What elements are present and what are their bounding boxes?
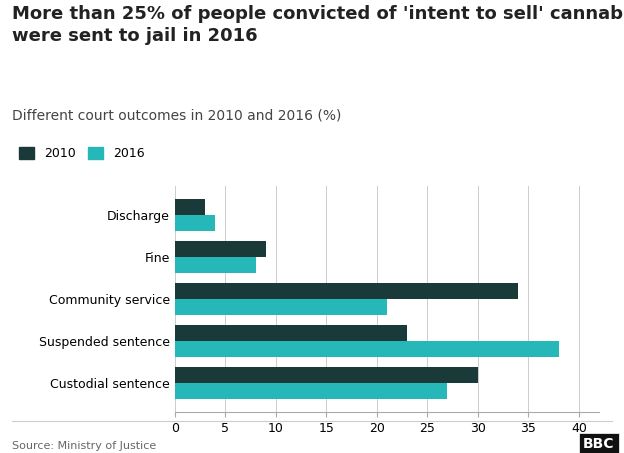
- Legend: 2010, 2016: 2010, 2016: [19, 147, 145, 160]
- Text: BBC: BBC: [583, 437, 615, 451]
- Text: More than 25% of people convicted of 'intent to sell' cannabis
were sent to jail: More than 25% of people convicted of 'in…: [12, 5, 624, 45]
- Bar: [175, 199, 205, 215]
- Bar: [175, 383, 447, 399]
- Bar: [175, 299, 387, 315]
- Bar: [175, 367, 478, 383]
- Text: Source: Ministry of Justice: Source: Ministry of Justice: [12, 441, 157, 451]
- Bar: [175, 257, 256, 273]
- Bar: [175, 215, 215, 231]
- Bar: [175, 341, 558, 357]
- Text: Different court outcomes in 2010 and 2016 (%): Different court outcomes in 2010 and 201…: [12, 109, 342, 123]
- Bar: [175, 283, 518, 299]
- Bar: [175, 325, 407, 341]
- Bar: [175, 241, 266, 257]
